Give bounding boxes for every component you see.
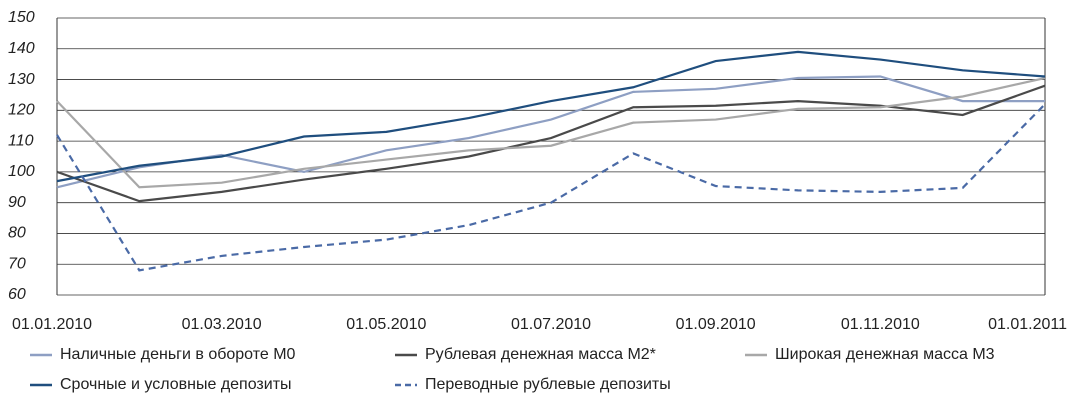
series-line bbox=[56, 76, 1046, 189]
y-tick-label: 150 bbox=[8, 9, 35, 26]
x-tick-label: 01.05.2010 bbox=[346, 316, 426, 333]
y-tick-label: 130 bbox=[8, 71, 35, 88]
y-tick-label: 60 bbox=[8, 286, 26, 303]
series-line bbox=[56, 50, 1046, 183]
y-tick-label: 140 bbox=[8, 40, 35, 57]
series-line bbox=[56, 75, 1045, 189]
x-tick-label: 01.07.2010 bbox=[511, 316, 591, 333]
x-tick-label: 01.01.2011 bbox=[988, 316, 1067, 333]
legend-label: Рублевая денежная масса М2* bbox=[425, 346, 656, 363]
series-line bbox=[56, 103, 1046, 272]
legend-label: Переводные рублевые депозиты bbox=[425, 376, 671, 393]
x-tick-label: 01.11.2010 bbox=[841, 316, 920, 333]
x-tick-label: 01.01.2010 bbox=[12, 316, 92, 333]
y-tick-label: 100 bbox=[8, 163, 35, 180]
y-tick-label: 120 bbox=[8, 102, 35, 119]
legend-label: Срочные и условные депозиты bbox=[60, 376, 292, 393]
y-tick-label: 110 bbox=[8, 132, 34, 149]
legend-label: Широкая денежная масса М3 bbox=[775, 346, 995, 363]
legend-label: Наличные деньги в обороте М0 bbox=[60, 346, 296, 363]
y-tick-label: 80 bbox=[8, 225, 26, 242]
series-line bbox=[56, 84, 1046, 203]
x-tick-label: 01.03.2010 bbox=[182, 316, 262, 333]
y-tick-label: 90 bbox=[8, 194, 26, 211]
x-tick-label: 01.09.2010 bbox=[676, 316, 756, 333]
y-tick-label: 70 bbox=[8, 255, 26, 272]
